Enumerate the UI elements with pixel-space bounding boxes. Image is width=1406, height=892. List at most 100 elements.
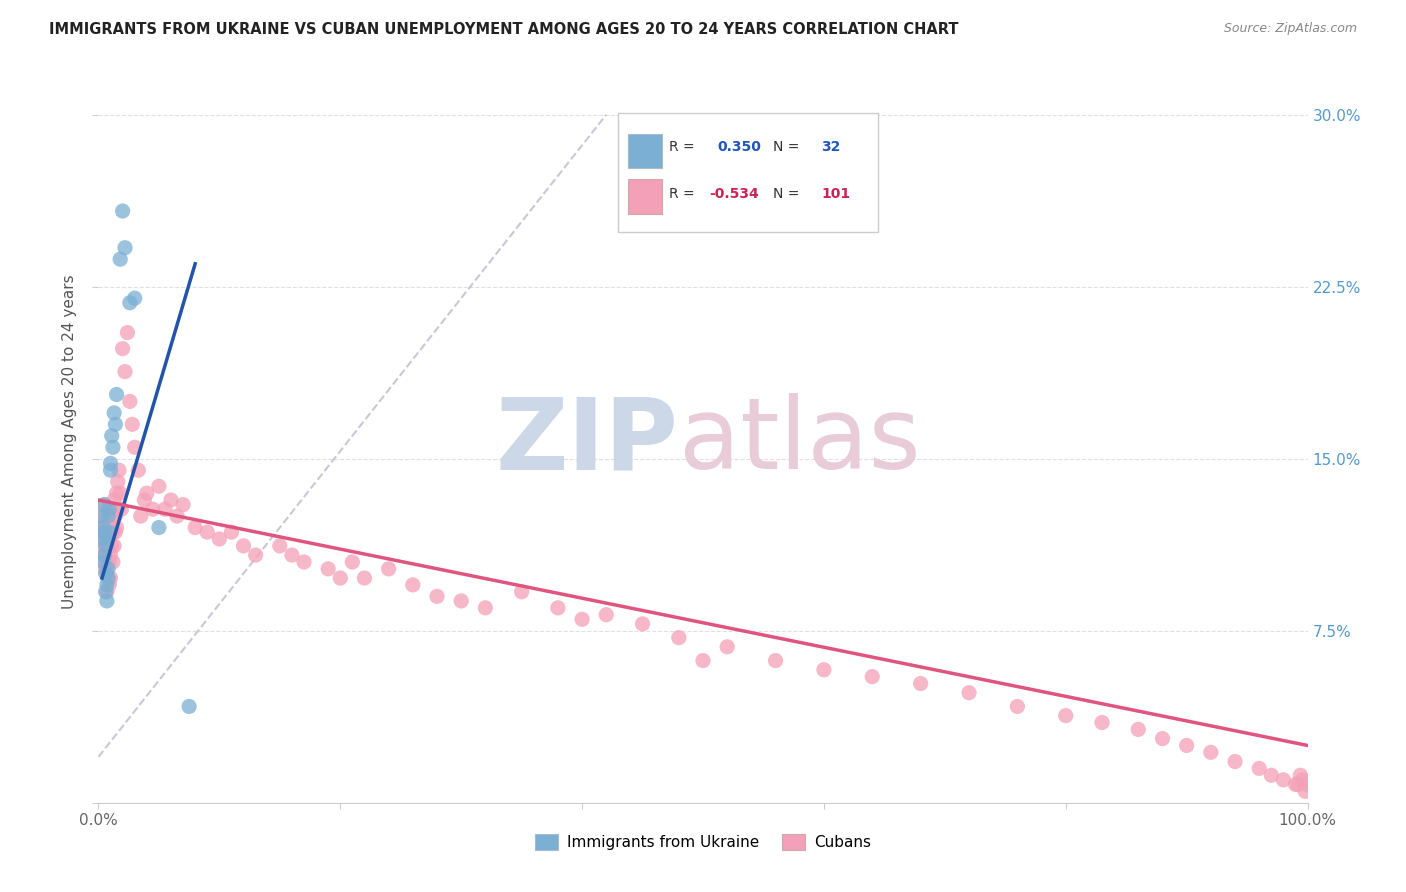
Text: N =: N = — [773, 140, 800, 153]
Point — [93, 498, 115, 512]
Point — [96, 566, 118, 581]
Text: ZIP: ZIP — [496, 393, 679, 490]
Point — [692, 654, 714, 668]
Point — [98, 578, 121, 592]
Point — [97, 509, 120, 524]
Point — [245, 548, 267, 562]
Point — [134, 493, 156, 508]
Point — [114, 241, 136, 255]
Point — [281, 548, 304, 562]
Point — [104, 525, 127, 540]
Point — [114, 365, 136, 379]
Point — [96, 578, 118, 592]
Point — [716, 640, 738, 654]
Text: R =: R = — [669, 187, 695, 202]
Point — [111, 342, 134, 356]
Point — [910, 676, 932, 690]
Point — [90, 525, 112, 540]
Text: -0.534: -0.534 — [709, 187, 759, 202]
Point — [166, 509, 188, 524]
Point — [1284, 777, 1306, 791]
Point — [1260, 768, 1282, 782]
Point — [94, 584, 117, 599]
Point — [104, 509, 127, 524]
Point — [103, 539, 125, 553]
Point — [96, 584, 118, 599]
Point — [108, 463, 131, 477]
Point — [221, 525, 243, 540]
Point — [100, 456, 122, 470]
Point — [100, 429, 122, 443]
Point — [97, 571, 120, 585]
Point — [91, 509, 114, 524]
Text: atlas: atlas — [679, 393, 921, 490]
Point — [135, 486, 157, 500]
Point — [813, 663, 835, 677]
Point — [91, 509, 114, 524]
Point — [105, 486, 128, 500]
Point — [107, 502, 129, 516]
Text: N =: N = — [773, 187, 800, 202]
Point — [117, 326, 139, 340]
Point — [97, 502, 120, 516]
Point — [148, 520, 170, 534]
Point — [96, 525, 118, 540]
Point — [97, 539, 120, 553]
Point — [148, 479, 170, 493]
Point — [1286, 777, 1309, 791]
Point — [172, 498, 194, 512]
Point — [100, 571, 122, 585]
Point — [510, 584, 533, 599]
Point — [1128, 723, 1150, 737]
Point — [195, 525, 218, 540]
Point — [94, 548, 117, 562]
Point — [97, 571, 120, 585]
Point — [631, 616, 654, 631]
Point — [103, 406, 125, 420]
Point — [342, 555, 364, 569]
Point — [124, 291, 146, 305]
Point — [98, 532, 121, 546]
Point — [97, 562, 120, 576]
Point — [98, 555, 121, 569]
Point — [426, 590, 449, 604]
Point — [1295, 777, 1317, 791]
Point — [1054, 708, 1077, 723]
Point — [860, 670, 883, 684]
Point — [121, 417, 143, 432]
Text: 32: 32 — [821, 140, 841, 153]
Point — [93, 498, 115, 512]
Point — [108, 486, 131, 500]
FancyBboxPatch shape — [628, 134, 662, 169]
Point — [101, 555, 124, 569]
Point — [1175, 739, 1198, 753]
Point — [101, 525, 124, 540]
Point — [118, 394, 141, 409]
Point — [402, 578, 425, 592]
Point — [1091, 715, 1114, 730]
Point — [153, 502, 176, 516]
Point — [100, 509, 122, 524]
Point — [101, 440, 124, 454]
FancyBboxPatch shape — [619, 112, 879, 232]
Point — [129, 509, 152, 524]
Point — [96, 594, 118, 608]
Point — [1199, 745, 1222, 759]
Point — [98, 502, 121, 516]
Point — [450, 594, 472, 608]
Point — [93, 562, 115, 576]
Point — [1152, 731, 1174, 746]
Point — [1249, 761, 1271, 775]
Point — [108, 252, 131, 267]
Point — [110, 502, 132, 516]
Point — [103, 493, 125, 508]
Point — [91, 555, 114, 569]
Point — [179, 699, 201, 714]
Point — [184, 520, 207, 534]
Point — [111, 204, 134, 219]
Point — [100, 548, 122, 562]
Point — [107, 475, 129, 489]
Text: IMMIGRANTS FROM UKRAINE VS CUBAN UNEMPLOYMENT AMONG AGES 20 TO 24 YEARS CORRELAT: IMMIGRANTS FROM UKRAINE VS CUBAN UNEMPLO… — [49, 22, 959, 37]
Point — [100, 520, 122, 534]
Point — [957, 686, 980, 700]
